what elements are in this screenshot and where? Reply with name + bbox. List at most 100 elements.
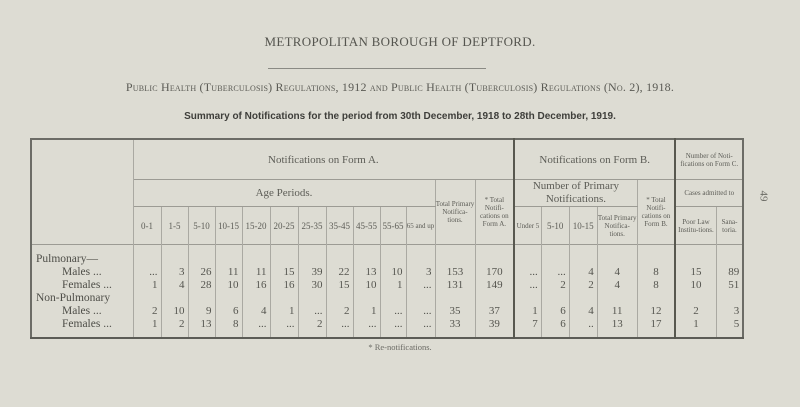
age-col-10-15: 10-15: [214, 206, 243, 245]
value-cell: 51: [715, 279, 744, 292]
value-cell: 39: [297, 266, 327, 279]
form-b-col-5-10: 5-10: [540, 206, 570, 245]
value-cell: 4: [160, 279, 189, 292]
empty-cell: [297, 244, 327, 266]
empty-cell: [379, 244, 407, 266]
value-cell: 16: [241, 279, 271, 292]
empty-cell: [187, 292, 216, 305]
empty-cell: [596, 292, 638, 305]
age-col-65-up: 65 and up: [405, 206, 436, 245]
empty-cell: [132, 292, 162, 305]
value-cell: 15: [325, 279, 354, 292]
value-cell: 37: [474, 305, 516, 318]
row-label: Males ...: [30, 266, 134, 279]
value-cell: ...: [405, 279, 436, 292]
value-cell: ...: [513, 279, 542, 292]
value-cell: 1: [132, 318, 162, 338]
value-cell: ...: [540, 266, 570, 279]
empty-cell: [160, 292, 189, 305]
value-cell: 1: [352, 305, 381, 318]
value-cell: 1: [674, 318, 717, 338]
value-cell: 153: [434, 266, 476, 279]
value-cell: 39: [474, 318, 516, 338]
age-col-5-10: 5-10: [187, 206, 216, 245]
value-cell: ...: [269, 318, 299, 338]
empty-cell: [379, 292, 407, 305]
value-cell: ...: [379, 305, 407, 318]
value-cell: 10: [352, 279, 381, 292]
value-cell: 8: [636, 279, 677, 292]
value-cell: 10: [379, 266, 407, 279]
empty-cell: [241, 244, 271, 266]
cases-admitted-heading: Cases admitted to: [674, 179, 744, 207]
form-c-col-sanatoria: Sana-toria.: [715, 206, 744, 245]
value-cell: 13: [187, 318, 216, 338]
age-periods-heading: Age Periods.: [132, 179, 436, 207]
form-a-total-notifications-header: * Total Notifi-cations on Form A.: [474, 179, 516, 245]
age-col-45-55: 45-55: [352, 206, 381, 245]
value-cell: 7: [513, 318, 542, 338]
value-cell: ...: [297, 305, 327, 318]
empty-cell: [715, 292, 744, 305]
empty-cell: [325, 292, 354, 305]
value-cell: 6: [214, 305, 243, 318]
value-cell: 11: [214, 266, 243, 279]
value-cell: 35: [434, 305, 476, 318]
value-cell: 4: [241, 305, 271, 318]
value-cell: 15: [269, 266, 299, 279]
form-c-heading: Number of Noti-fications on Form C.: [674, 139, 744, 180]
form-b-primary-heading: Number of Primary Notifications.: [513, 179, 638, 207]
empty-cell: [568, 292, 598, 305]
empty-cell: [513, 292, 542, 305]
empty-cell: [434, 244, 476, 266]
value-cell: 3: [715, 305, 744, 318]
empty-cell: [540, 244, 570, 266]
value-cell: ...: [405, 305, 436, 318]
section-label: Pulmonary—: [30, 244, 134, 266]
value-cell: ...: [132, 266, 162, 279]
value-cell: 6: [540, 305, 570, 318]
value-cell: 28: [187, 279, 216, 292]
empty-cell: [434, 292, 476, 305]
section-heading-row: Pulmonary—: [30, 244, 744, 266]
value-cell: 2: [540, 279, 570, 292]
value-cell: 22: [325, 266, 354, 279]
form-b-heading: Notifications on Form B.: [513, 139, 677, 180]
age-col-35-45: 35-45: [325, 206, 354, 245]
row-label-header: [30, 139, 134, 245]
value-cell: 3: [405, 266, 436, 279]
form-b-total-notifications-header: * Total Notifi-cations on Form B.: [636, 179, 677, 245]
value-cell: ...: [241, 318, 271, 338]
value-cell: ...: [513, 266, 542, 279]
value-cell: 5: [715, 318, 744, 338]
value-cell: 10: [160, 305, 189, 318]
row-label: Females ...: [30, 318, 134, 338]
age-col-1-5: 1-5: [160, 206, 189, 245]
table-row: Males ...... 3 26 11 11 15 39 22 13 10 3 153 170....…: [30, 266, 744, 279]
age-col-55-65: 55-65: [379, 206, 407, 245]
value-cell: 2: [325, 305, 354, 318]
title-divider: [268, 68, 486, 69]
empty-cell: [132, 244, 162, 266]
value-cell: 4: [568, 266, 598, 279]
table-row: Females ... 1 2 13 8...... 2............ 33 39 7…: [30, 318, 744, 338]
value-cell: ...: [405, 318, 436, 338]
value-cell: 30: [297, 279, 327, 292]
value-cell: ...: [379, 318, 407, 338]
empty-cell: [674, 292, 717, 305]
section-label: Non-Pulmonary: [30, 292, 134, 305]
age-col-0-1: 0-1: [132, 206, 162, 245]
form-b-total-primary-header: Total Primary Notifica-tions.: [596, 206, 638, 245]
empty-cell: [187, 244, 216, 266]
empty-cell: [297, 292, 327, 305]
summary-heading: Summary of Notifications for the period …: [184, 111, 616, 122]
value-cell: 13: [596, 318, 638, 338]
regulations-subtitle: Public Health (Tuberculosis) Regulations…: [125, 80, 675, 94]
value-cell: 11: [241, 266, 271, 279]
empty-cell: [513, 244, 542, 266]
value-cell: 4: [596, 279, 638, 292]
value-cell: 131: [434, 279, 476, 292]
empty-cell: [474, 244, 516, 266]
table-row: Males ... 2 10 9 6 4 1... 2 1...... 35 37 1 6 4 11 12 2 3: [30, 305, 744, 318]
age-col-15-20: 15-20: [241, 206, 271, 245]
